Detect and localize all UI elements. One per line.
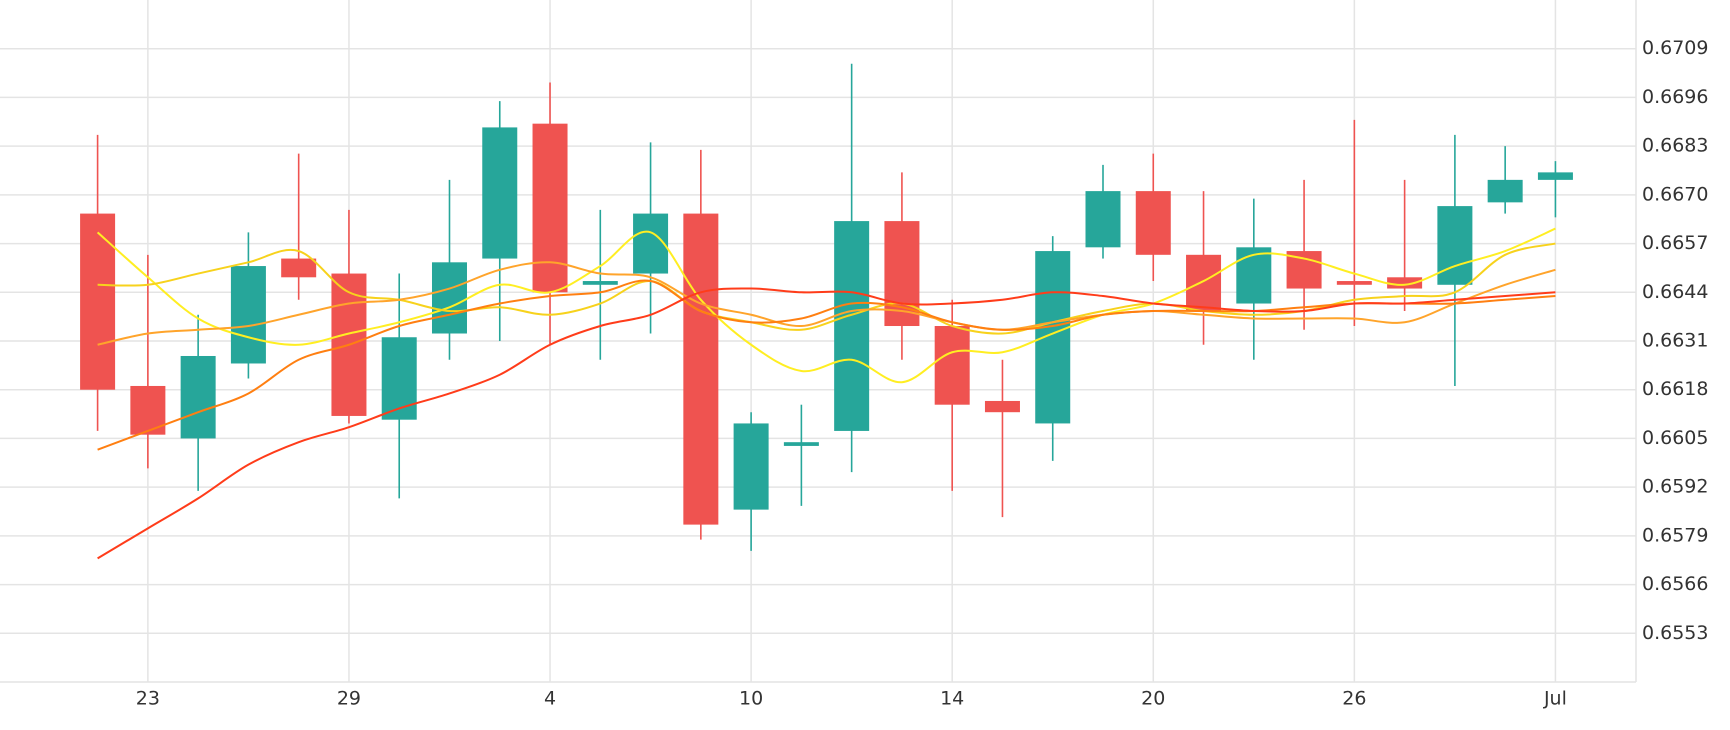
- candle-body: [1487, 179, 1523, 203]
- y-tick-label: 0.6670: [1642, 183, 1708, 205]
- candle-body: [1186, 254, 1222, 312]
- y-tick-label: 0.6579: [1642, 524, 1708, 546]
- candle-body: [431, 262, 467, 334]
- x-tick-label: 29: [337, 688, 361, 710]
- candle-body: [984, 400, 1020, 413]
- candle-body: [230, 266, 266, 364]
- candle-body: [1437, 206, 1473, 285]
- candle-body: [683, 213, 719, 525]
- candle-body: [884, 221, 920, 327]
- y-tick-label: 0.6657: [1642, 232, 1708, 254]
- candle-body: [1236, 247, 1272, 304]
- candle-body: [633, 213, 669, 274]
- y-tick-label: 0.6592: [1642, 476, 1708, 498]
- moving-average-line: [97, 261, 1556, 346]
- x-tick-label: 10: [739, 688, 763, 710]
- x-tick-label: 23: [136, 688, 160, 710]
- moving-average-line: [96, 227, 1556, 384]
- x-tick-label: 20: [1141, 688, 1165, 710]
- candle-body: [532, 123, 568, 293]
- candle-body: [934, 326, 970, 405]
- candle-body: [281, 258, 317, 278]
- y-tick-label: 0.6696: [1642, 86, 1708, 108]
- candle-body: [1135, 191, 1171, 255]
- candle-body: [180, 355, 216, 439]
- x-tick-label: Jul: [1543, 688, 1567, 710]
- candle-body: [834, 221, 870, 431]
- candle-body: [482, 127, 518, 259]
- candle-body: [1085, 191, 1121, 248]
- x-tick-label: 26: [1342, 688, 1366, 710]
- y-tick-label: 0.6631: [1642, 330, 1708, 352]
- candle-body: [582, 281, 618, 285]
- candle-body: [1336, 281, 1372, 285]
- candle-body: [783, 442, 819, 446]
- y-tick-label: 0.6553: [1642, 622, 1708, 644]
- candle-body: [1537, 172, 1573, 180]
- candle-body: [1035, 251, 1071, 424]
- y-tick-label: 0.6644: [1642, 281, 1708, 303]
- moving-average-line: [97, 287, 1556, 560]
- candle-body: [733, 423, 769, 510]
- y-tick-label: 0.6618: [1642, 378, 1708, 400]
- moving-average-line: [97, 279, 1556, 451]
- y-tick-label: 0.6683: [1642, 135, 1708, 157]
- y-tick-label: 0.6605: [1642, 427, 1708, 449]
- candle-body: [381, 337, 417, 420]
- x-tick-label: 14: [940, 688, 964, 710]
- y-tick-label: 0.6566: [1642, 573, 1708, 595]
- x-tick-label: 4: [544, 688, 556, 710]
- candle-body: [1387, 277, 1423, 289]
- candle-body: [80, 213, 116, 390]
- y-tick-label: 0.6709: [1642, 37, 1708, 59]
